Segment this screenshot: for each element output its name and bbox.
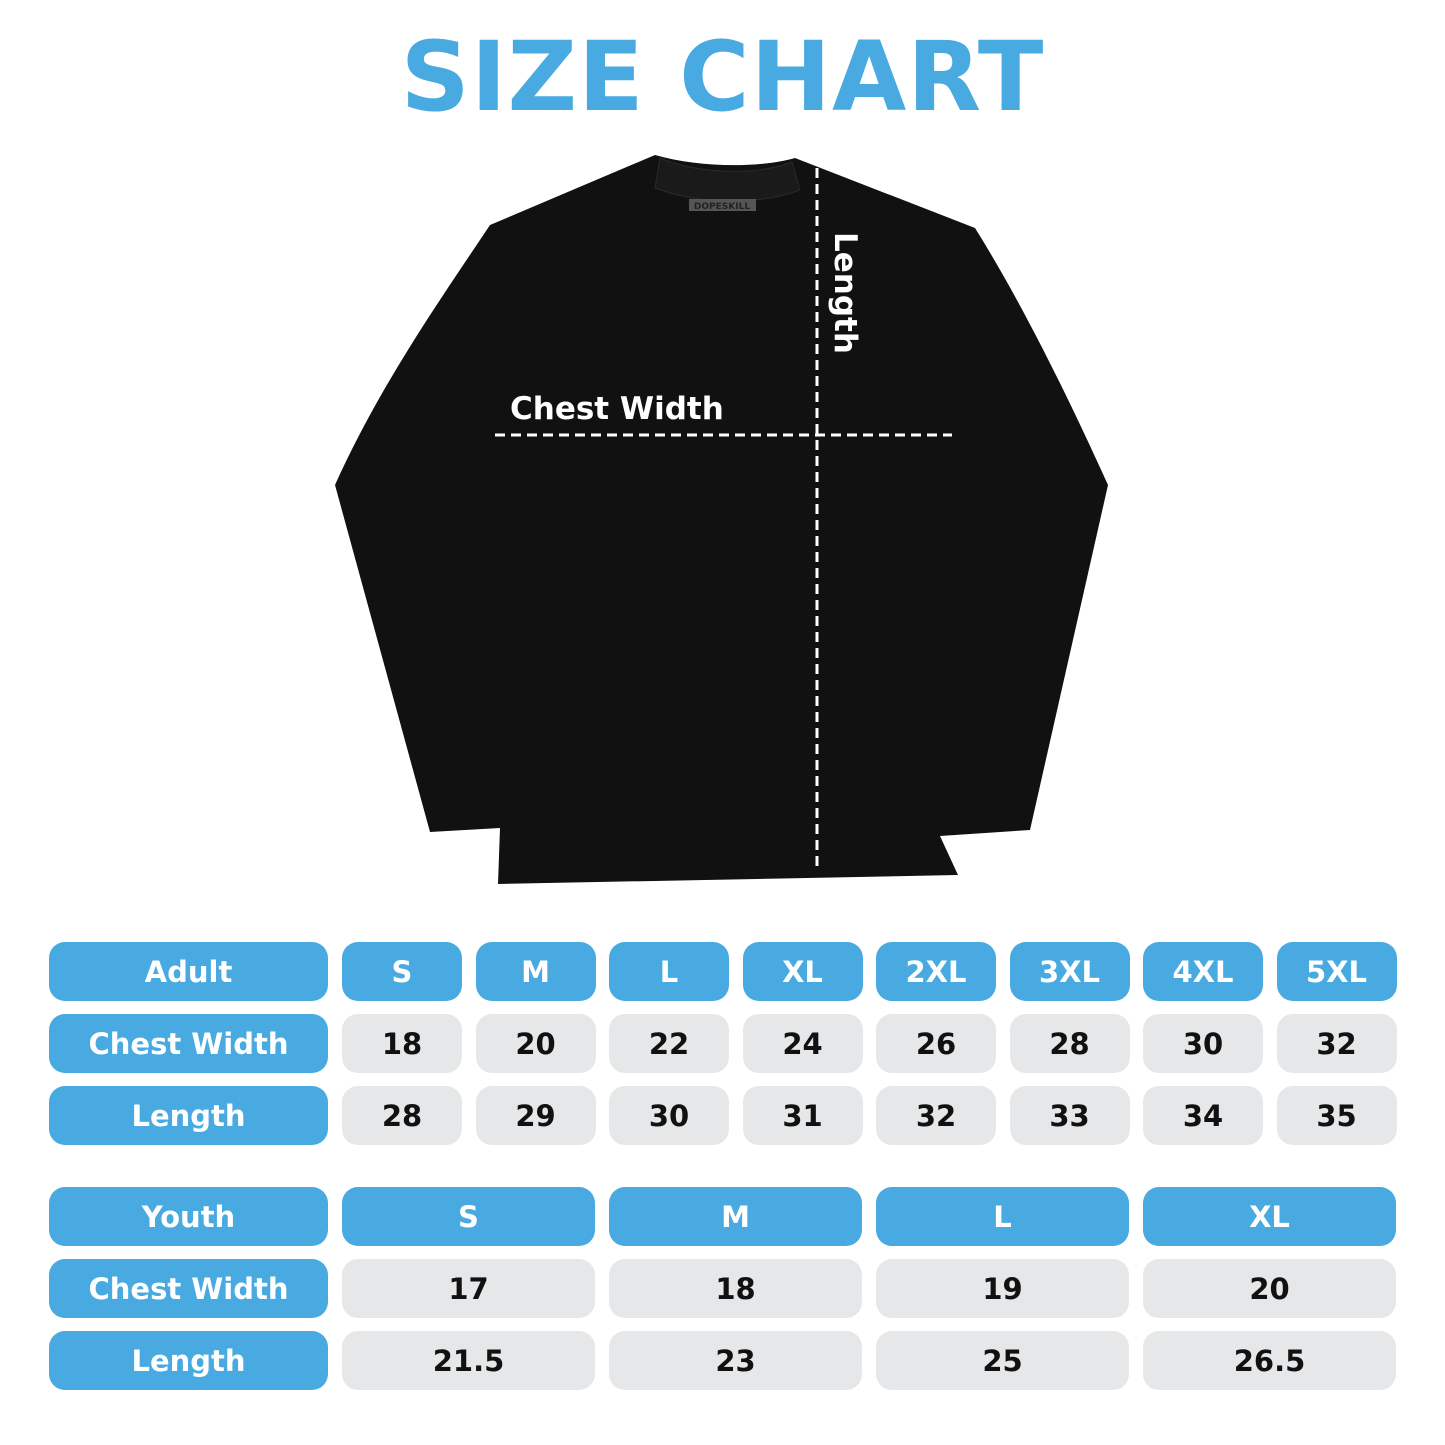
- youth-value-cell: 19: [876, 1259, 1129, 1318]
- youth-value-cell: 18: [609, 1259, 862, 1318]
- youth-value-cell: 20: [1143, 1259, 1396, 1318]
- adult-value-cell: 35: [1276, 1086, 1397, 1145]
- youth-row-label: Chest Width: [49, 1259, 328, 1318]
- collar: [654, 157, 801, 202]
- length-label: Length: [827, 232, 863, 354]
- youth-size-m: M: [609, 1187, 862, 1246]
- adult-value-cell: 26: [876, 1014, 996, 1073]
- adult-size-5xl: 5XL: [1276, 942, 1397, 1001]
- adult-value-cell: 24: [742, 1014, 863, 1073]
- chest-width-label: Chest Width: [510, 391, 724, 427]
- adult-size-l: L: [609, 942, 729, 1001]
- adult-value-cell: 18: [342, 1014, 462, 1073]
- adult-value-cell: 20: [475, 1014, 596, 1073]
- adult-size-2xl: 2XL: [876, 942, 996, 1001]
- adult-value-cell: 34: [1143, 1086, 1263, 1145]
- youth-row-label: Length: [49, 1331, 328, 1390]
- youth-header: Youth: [49, 1187, 328, 1246]
- youth-value-cell: 21.5: [342, 1331, 595, 1390]
- adult-size-xl: XL: [742, 942, 863, 1001]
- adult-value-cell: 22: [609, 1014, 729, 1073]
- adult-value-cell: 29: [475, 1086, 596, 1145]
- adult-size-s: S: [342, 942, 462, 1001]
- adult-size-3xl: 3XL: [1009, 942, 1130, 1001]
- brand-tag: [689, 199, 756, 211]
- youth-value-cell: 17: [342, 1259, 595, 1318]
- adult-value-cell: 31: [742, 1086, 863, 1145]
- youth-value-cell: 26.5: [1143, 1331, 1396, 1390]
- adult-size-4xl: 4XL: [1143, 942, 1263, 1001]
- adult-value-cell: 33: [1009, 1086, 1130, 1145]
- adult-size-m: M: [475, 942, 596, 1001]
- shirt-shape: [335, 155, 1108, 884]
- youth-size-l: L: [876, 1187, 1129, 1246]
- youth-size-s: S: [342, 1187, 595, 1246]
- youth-value-cell: 23: [609, 1331, 862, 1390]
- brand-tag-text: DOPESKILL: [694, 202, 750, 212]
- adult-value-cell: 28: [1009, 1014, 1130, 1073]
- adult-row-label: Chest Width: [49, 1014, 328, 1073]
- adult-header: Adult: [49, 942, 328, 1001]
- youth-size-xl: XL: [1143, 1187, 1396, 1246]
- adult-value-cell: 32: [1276, 1014, 1397, 1073]
- adult-value-cell: 30: [1143, 1014, 1263, 1073]
- adult-row-label: Length: [49, 1086, 328, 1145]
- page-title: SIZE CHART: [400, 21, 1045, 133]
- adult-value-cell: 28: [342, 1086, 462, 1145]
- adult-value-cell: 30: [609, 1086, 729, 1145]
- youth-value-cell: 25: [876, 1331, 1129, 1390]
- adult-value-cell: 32: [876, 1086, 996, 1145]
- shirt-illustration: DOPESKILL Chest Width Length: [335, 155, 1108, 884]
